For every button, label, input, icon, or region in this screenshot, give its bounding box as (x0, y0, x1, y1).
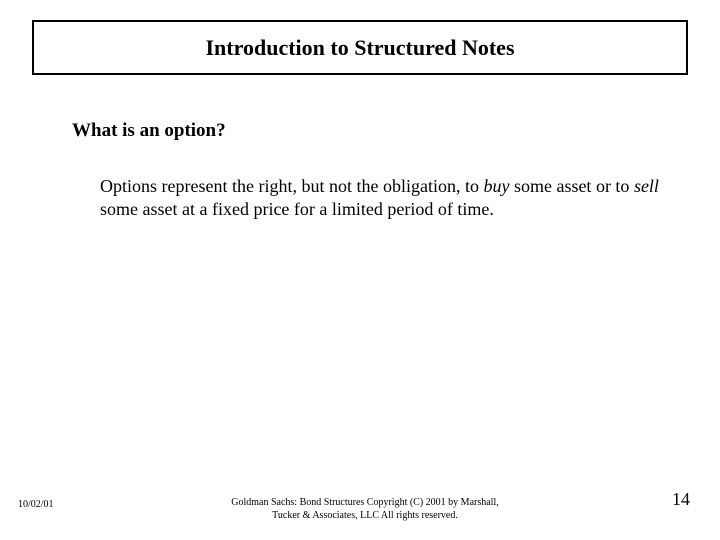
footer-copyright: Goldman Sachs: Bond Structures Copyright… (230, 497, 500, 522)
slide: Introduction to Structured Notes What is… (0, 0, 720, 540)
body-part3: some asset at a fixed price for a limite… (100, 199, 494, 219)
body-italic-sell: sell (634, 176, 659, 196)
section-heading: What is an option? (72, 120, 226, 142)
title-box: Introduction to Structured Notes (32, 20, 688, 75)
body-paragraph: Options represent the right, but not the… (100, 175, 660, 222)
slide-title: Introduction to Structured Notes (205, 35, 514, 61)
footer-page-number: 14 (672, 489, 690, 510)
body-italic-buy: buy (483, 176, 509, 196)
body-part2: some asset or to (509, 176, 633, 196)
footer-date: 10/02/01 (18, 499, 54, 510)
body-part1: Options represent the right, but not the… (100, 176, 483, 196)
